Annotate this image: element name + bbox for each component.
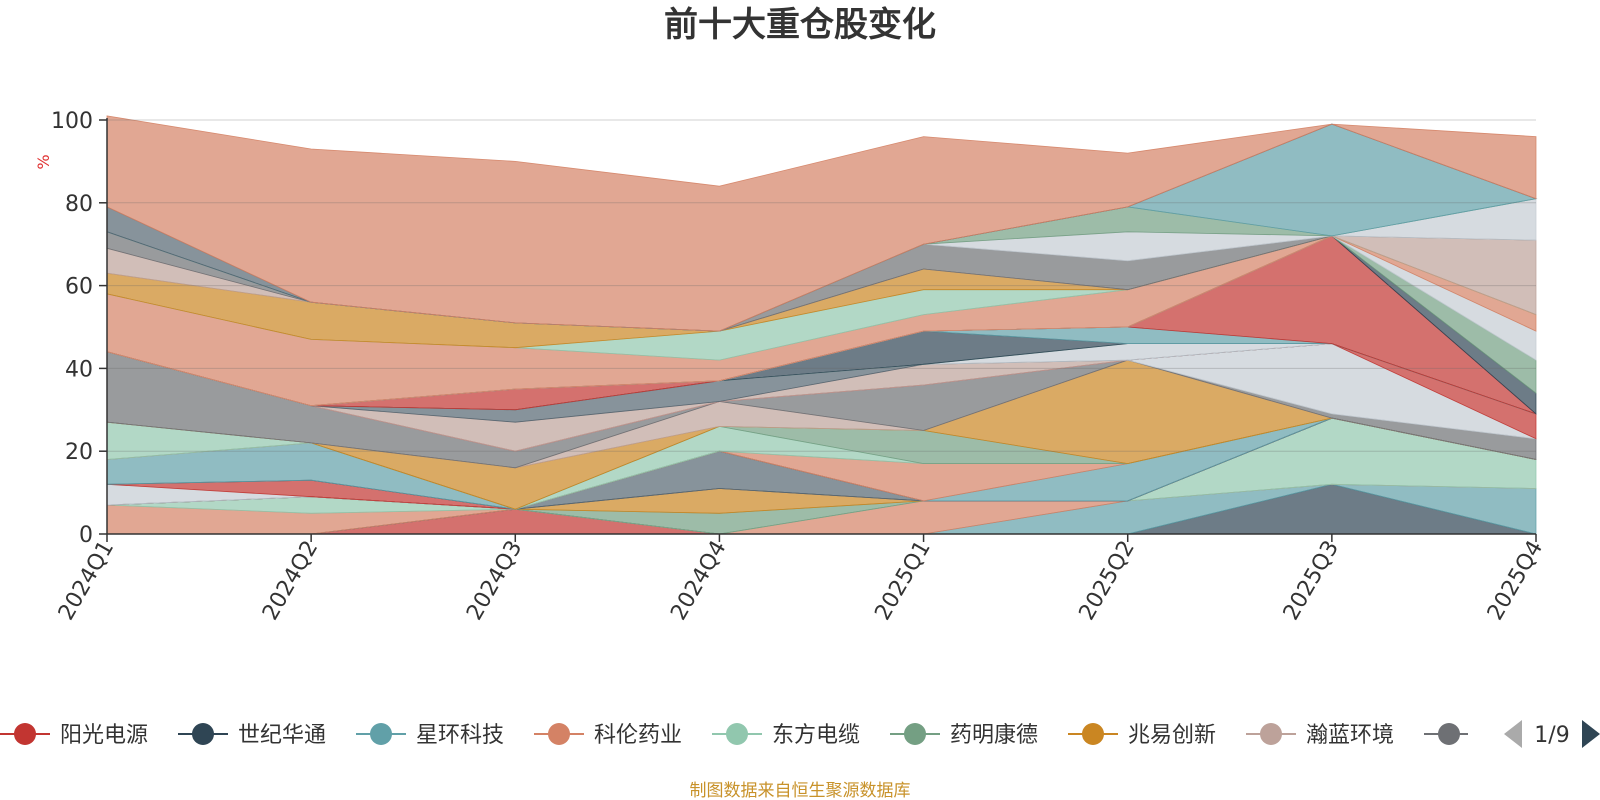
x-tick-label: 2024Q3 — [462, 537, 527, 625]
legend-label: 世纪华通 — [238, 723, 326, 748]
x-tick-label: 2025Q3 — [1279, 537, 1344, 625]
legend-marker-icon — [192, 723, 214, 745]
x-tick-label: 2024Q1 — [54, 537, 119, 625]
area-layers — [106, 115, 1538, 535]
legend-marker-icon — [370, 723, 392, 745]
x-tick-label: 2025Q2 — [1075, 537, 1140, 625]
legend-marker-icon — [904, 723, 926, 745]
legend-item[interactable]: 科伦药业 — [534, 723, 682, 748]
area-series-41 — [106, 115, 1537, 332]
x-tick-label: 2025Q1 — [870, 537, 935, 625]
legend-next-arrow-icon[interactable] — [1582, 720, 1600, 748]
chart-title: 前十大重仓股变化 — [664, 5, 936, 45]
legend-marker-icon — [14, 723, 36, 745]
legend-pager: 1/9 — [1504, 720, 1600, 748]
legend-item[interactable]: 阳光电源 — [0, 723, 148, 748]
legend-label: 阳光电源 — [60, 723, 148, 748]
legend-marker-icon — [1260, 723, 1282, 745]
y-axis-unit: % — [34, 154, 53, 169]
legend-label: 药明康德 — [950, 723, 1038, 748]
legend-item[interactable]: 星环科技 — [356, 723, 504, 748]
legend[interactable]: 阳光电源 世纪华通 星环科技 科伦药业 东方电缆 药明康德 兆易创新 瀚蓝环境 三 — [0, 723, 1506, 748]
legend-marker-icon — [726, 723, 748, 745]
footer-source: 制图数据来自恒生聚源数据库 — [690, 781, 911, 800]
legend-label: 三 — [1484, 723, 1506, 748]
y-tick-label: 100 — [51, 109, 93, 134]
legend-item[interactable]: 瀚蓝环境 — [1246, 723, 1394, 748]
legend-label: 兆易创新 — [1128, 723, 1216, 748]
y-tick-label: 80 — [65, 192, 93, 217]
legend-prev-arrow-icon[interactable] — [1504, 720, 1522, 748]
y-tick-label: 60 — [65, 275, 93, 300]
legend-item[interactable]: 三 — [1424, 723, 1506, 748]
legend-item[interactable]: 东方电缆 — [712, 723, 860, 748]
x-tick-label: 2024Q2 — [258, 537, 323, 625]
legend-marker-icon — [1082, 723, 1104, 745]
legend-page-indicator: 1/9 — [1534, 723, 1569, 748]
legend-marker-icon — [548, 723, 570, 745]
y-tick-label: 20 — [65, 440, 93, 465]
legend-item[interactable]: 药明康德 — [890, 723, 1038, 748]
legend-label: 瀚蓝环境 — [1306, 723, 1394, 748]
legend-marker-icon — [1438, 723, 1460, 745]
y-tick-label: 0 — [79, 523, 93, 548]
grid-lines — [107, 119, 1536, 452]
y-tick-label: 40 — [65, 357, 93, 382]
legend-label: 星环科技 — [416, 723, 504, 748]
legend-item[interactable]: 世纪华通 — [178, 723, 326, 748]
legend-item[interactable]: 兆易创新 — [1068, 723, 1216, 748]
x-tick-label: 2024Q4 — [666, 537, 731, 625]
legend-label: 科伦药业 — [594, 723, 682, 748]
x-tick-label: 2025Q4 — [1483, 537, 1548, 625]
legend-label: 东方电缆 — [772, 723, 860, 748]
